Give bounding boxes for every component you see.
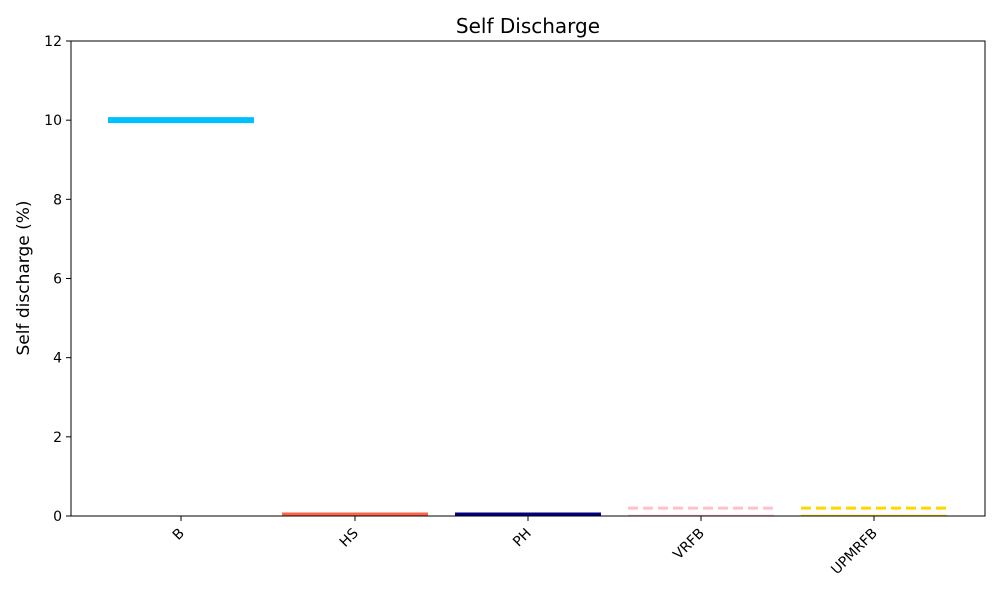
y-tick-label: 10 xyxy=(44,113,62,129)
y-tick-label: 2 xyxy=(53,430,62,446)
y-tick-label: 6 xyxy=(53,272,62,288)
y-tick-label: 0 xyxy=(53,509,62,525)
plot-area: 0 2 4 6 8 10 12 B HS PH VRFB UPMRFB xyxy=(44,34,947,578)
chart-title: Self Discharge xyxy=(456,14,600,38)
y-tick-label: 4 xyxy=(53,351,62,367)
y-tick-label: 8 xyxy=(53,192,62,208)
plot-frame xyxy=(70,40,986,517)
x-tick-label: PH xyxy=(510,526,535,551)
y-tick-label: 12 xyxy=(44,34,62,50)
y-axis-label: Self discharge (%) xyxy=(14,200,34,355)
x-tick-label: VRFB xyxy=(670,526,707,563)
x-tick-label: HS xyxy=(337,525,362,550)
x-tick-label: B xyxy=(170,526,188,544)
x-tick-label: UPMRFB xyxy=(828,526,880,578)
